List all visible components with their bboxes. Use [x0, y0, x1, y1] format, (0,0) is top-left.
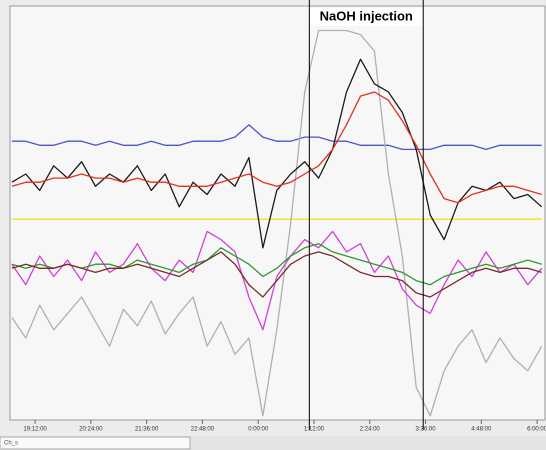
- x-tick-label: 21:36:00: [135, 427, 159, 433]
- x-tick-label: 4:48:00: [471, 427, 492, 433]
- plot-area: [9, 5, 546, 421]
- x-tick-label: 2:24:00: [360, 427, 381, 433]
- series-line: [11, 243, 542, 286]
- x-tick-label: 20:24:00: [79, 427, 103, 433]
- x-tick-label: 19:12:00: [23, 427, 47, 433]
- series-line: [11, 251, 542, 298]
- x-tick-label: 22:48:00: [191, 427, 215, 433]
- series-line: [11, 230, 543, 331]
- status-field: [0, 436, 191, 450]
- annotation-bg: [310, 8, 423, 26]
- x-tick-label: 1:12:00: [304, 427, 325, 433]
- x-tick-label: 0:00:00: [248, 427, 269, 433]
- series-line: [11, 91, 542, 204]
- annotation: NaOH injection: [320, 8, 413, 23]
- x-tick-label: 6:00:00: [527, 427, 546, 433]
- series-line: [11, 124, 542, 151]
- series-line: [11, 58, 543, 249]
- series-line: [11, 29, 543, 417]
- status-label: Ch_s: [4, 441, 18, 447]
- x-tick-label: 3:36:00: [416, 427, 437, 433]
